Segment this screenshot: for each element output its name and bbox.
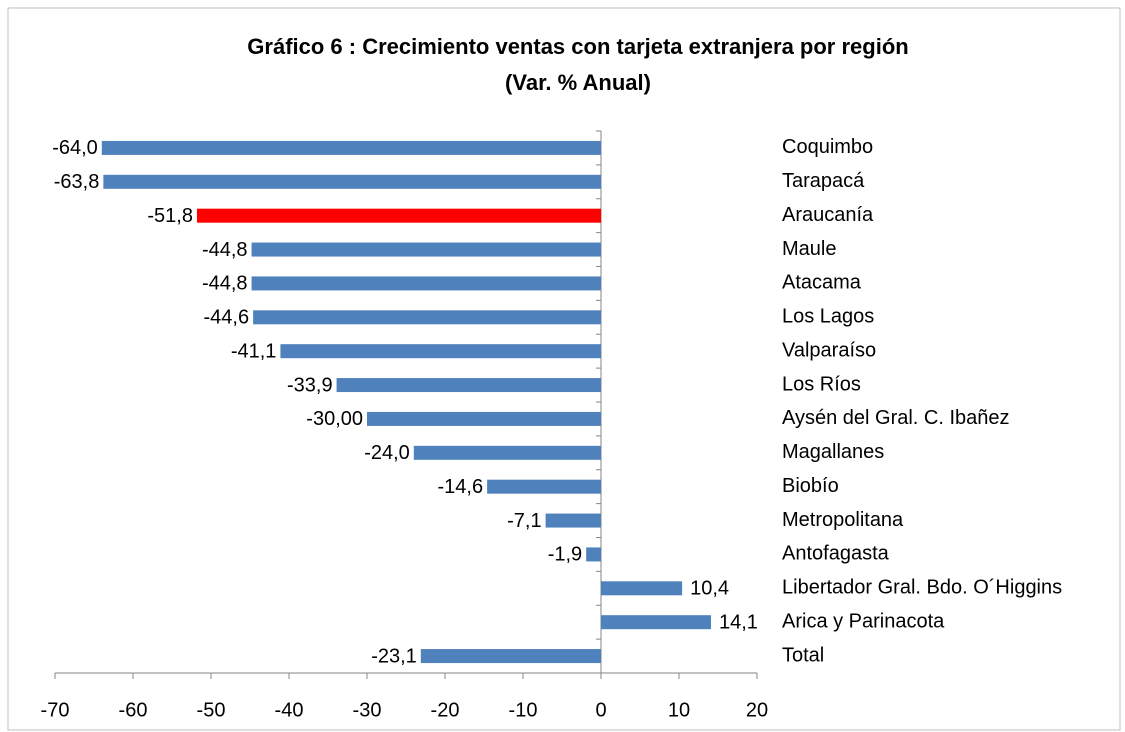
value-label: -30,00 [306, 408, 363, 430]
value-label: -41,1 [231, 340, 277, 362]
bar [601, 615, 711, 630]
bar [420, 649, 601, 664]
bar [253, 310, 601, 325]
category-label: Magallanes [782, 441, 884, 463]
value-label: -14,6 [438, 476, 484, 498]
x-tick-label: -70 [41, 699, 70, 721]
bar [336, 378, 601, 393]
category-label: Antofagasta [782, 543, 890, 565]
bar [101, 140, 602, 155]
value-label: -63,8 [54, 171, 100, 193]
value-label: -7,1 [507, 510, 541, 532]
value-label: -44,6 [204, 307, 250, 329]
x-tick-label: -30 [353, 699, 382, 721]
bar [251, 276, 601, 291]
bar [251, 242, 601, 257]
bar [413, 445, 601, 460]
category-label: Libertador Gral. Bdo. O´Higgins [782, 577, 1062, 599]
x-tick-label: 20 [746, 699, 768, 721]
category-label: Arica y Parinacota [782, 610, 945, 632]
category-label: Maule [782, 238, 836, 260]
value-label: -51,8 [147, 205, 193, 227]
category-label: Atacama [782, 272, 862, 294]
category-label: Los Lagos [782, 306, 874, 328]
value-label: -64,0 [52, 137, 98, 159]
x-tick-label: -40 [275, 699, 304, 721]
value-label: -24,0 [364, 442, 410, 464]
category-label: Total [782, 644, 824, 666]
chart-frame [7, 7, 1121, 731]
value-label: -44,8 [202, 239, 248, 261]
category-label: Metropolitana [782, 509, 904, 531]
bar [103, 174, 602, 189]
category-label: Tarapacá [782, 170, 865, 192]
value-label: -33,9 [287, 374, 333, 396]
bar [196, 208, 601, 223]
bar [280, 344, 601, 359]
value-label: 10,4 [690, 578, 729, 600]
bar [545, 513, 601, 528]
category-label: Coquimbo [782, 136, 873, 158]
category-label: Biobío [782, 475, 839, 497]
bar [367, 411, 601, 426]
chart-subtitle: (Var. % Anual) [505, 70, 651, 95]
value-label: 14,1 [719, 611, 758, 633]
category-label: Los Ríos [782, 373, 861, 395]
value-label: -1,9 [548, 544, 582, 566]
x-tick-label: -10 [509, 699, 538, 721]
category-label: Aysén del Gral. C. Ibañez [782, 407, 1010, 429]
category-label: Valparaíso [782, 339, 876, 361]
x-tick-label: -60 [119, 699, 148, 721]
x-tick-label: -20 [431, 699, 460, 721]
bar [487, 479, 601, 494]
x-tick-label: 0 [595, 699, 606, 721]
x-tick-label: 10 [668, 699, 690, 721]
bar [586, 547, 601, 562]
value-label: -44,8 [202, 273, 248, 295]
x-tick-label: -50 [197, 699, 226, 721]
bar [601, 581, 683, 596]
category-label: Araucanía [782, 204, 874, 226]
chart-title: Gráfico 6 : Crecimiento ventas con tarje… [247, 34, 908, 59]
value-label: -23,1 [371, 645, 417, 667]
